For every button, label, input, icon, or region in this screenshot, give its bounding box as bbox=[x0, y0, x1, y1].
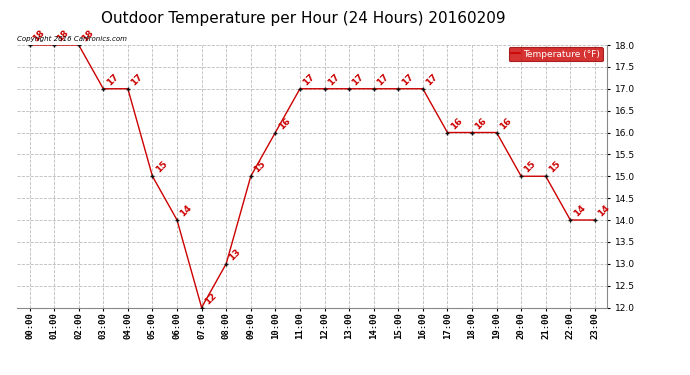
Text: 13: 13 bbox=[228, 247, 243, 262]
Point bbox=[24, 42, 35, 48]
Point bbox=[48, 42, 59, 48]
Text: 16: 16 bbox=[448, 116, 464, 131]
Text: Copyright 2016 Cartronics.com: Copyright 2016 Cartronics.com bbox=[17, 36, 127, 42]
Point bbox=[122, 86, 133, 92]
Legend: Temperature (°F): Temperature (°F) bbox=[509, 47, 602, 61]
Point bbox=[540, 173, 551, 179]
Text: 15: 15 bbox=[547, 160, 562, 175]
Text: 16: 16 bbox=[473, 116, 489, 131]
Text: Outdoor Temperature per Hour (24 Hours) 20160209: Outdoor Temperature per Hour (24 Hours) … bbox=[101, 11, 506, 26]
Text: 18: 18 bbox=[80, 28, 95, 44]
Point bbox=[270, 129, 281, 135]
Point bbox=[196, 304, 207, 310]
Text: 17: 17 bbox=[302, 72, 317, 87]
Text: 17: 17 bbox=[129, 72, 144, 87]
Point bbox=[245, 173, 256, 179]
Text: 15: 15 bbox=[252, 160, 267, 175]
Point bbox=[147, 173, 158, 179]
Point bbox=[442, 129, 453, 135]
Point bbox=[515, 173, 526, 179]
Point bbox=[295, 86, 306, 92]
Point bbox=[344, 86, 355, 92]
Text: 15: 15 bbox=[522, 160, 538, 175]
Text: 17: 17 bbox=[424, 72, 440, 87]
Text: 18: 18 bbox=[55, 28, 70, 44]
Point bbox=[73, 42, 84, 48]
Point bbox=[491, 129, 502, 135]
Text: 17: 17 bbox=[326, 72, 341, 87]
Text: 16: 16 bbox=[277, 116, 292, 131]
Point bbox=[172, 217, 183, 223]
Point bbox=[393, 86, 404, 92]
Point bbox=[417, 86, 428, 92]
Text: 17: 17 bbox=[400, 72, 415, 87]
Text: 17: 17 bbox=[351, 72, 366, 87]
Point bbox=[221, 261, 232, 267]
Text: 17: 17 bbox=[375, 72, 391, 87]
Text: 16: 16 bbox=[498, 116, 513, 131]
Point bbox=[466, 129, 477, 135]
Point bbox=[98, 86, 109, 92]
Point bbox=[589, 217, 600, 223]
Text: 15: 15 bbox=[154, 160, 169, 175]
Text: 12: 12 bbox=[203, 291, 218, 306]
Point bbox=[319, 86, 330, 92]
Text: 17: 17 bbox=[105, 72, 120, 87]
Text: 14: 14 bbox=[179, 203, 194, 219]
Point bbox=[368, 86, 380, 92]
Point bbox=[565, 217, 576, 223]
Text: 14: 14 bbox=[572, 203, 587, 219]
Text: 14: 14 bbox=[596, 203, 611, 219]
Text: 18: 18 bbox=[31, 28, 46, 44]
